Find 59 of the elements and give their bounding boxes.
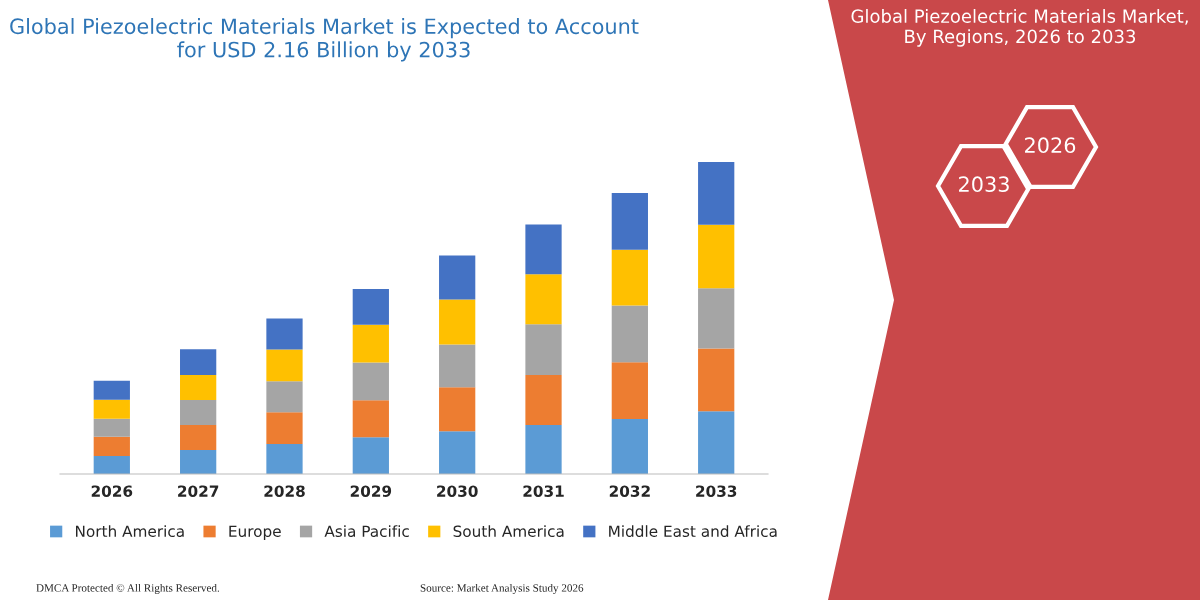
legend-label: Middle East and Africa <box>609 525 777 538</box>
x-tick-label: 2033 <box>696 485 737 497</box>
x-tick-label: 2030 <box>437 485 478 497</box>
bar <box>525 324 562 376</box>
bar <box>439 431 476 474</box>
bar <box>180 425 217 450</box>
bar <box>698 411 735 474</box>
text: DMCA Protected © All Rights Reserved. <box>36 583 220 594</box>
text: 2026 <box>1025 137 1076 154</box>
bar <box>439 255 476 300</box>
bar <box>525 274 562 325</box>
bar <box>266 412 303 445</box>
bar <box>180 400 217 426</box>
x-tick-label: 2028 <box>264 485 305 497</box>
bar <box>352 288 389 325</box>
bar <box>525 375 562 426</box>
x-tick-label: 2026 <box>91 485 133 497</box>
bar <box>93 436 130 456</box>
bar <box>439 299 476 345</box>
legend-label: Europe <box>229 525 281 540</box>
bar <box>266 444 303 474</box>
bar <box>352 400 389 438</box>
bar <box>611 249 648 306</box>
bar <box>266 349 303 382</box>
x-tick-label: 2029 <box>350 485 392 497</box>
bar <box>352 362 389 401</box>
bar <box>93 399 130 419</box>
chart-title: Global Piezoelectric Materials Market is Expected to Account for USD 2.16 Billion by 2033 <box>10 18 639 62</box>
bar <box>352 324 389 363</box>
bar <box>611 419 648 474</box>
bar <box>698 162 735 225</box>
bar <box>525 224 562 275</box>
legend-label: South America <box>453 525 564 538</box>
bar <box>352 437 389 474</box>
bar <box>525 425 562 474</box>
bar <box>180 449 217 474</box>
text: 2033 <box>959 176 1009 193</box>
x-tick-label: 2027 <box>178 485 219 497</box>
x-tick-label: 2032 <box>609 485 650 497</box>
bar <box>698 348 735 412</box>
bar <box>266 381 303 413</box>
bar <box>611 305 648 363</box>
bar <box>698 224 735 289</box>
bar <box>180 349 217 376</box>
bar <box>93 418 130 437</box>
bar <box>698 288 735 349</box>
bar <box>611 362 648 420</box>
bar <box>93 380 130 400</box>
bar <box>266 318 303 350</box>
text: Global Piezoelectric Materials Market, By Regions, 2026 to 2033 <box>851 9 1188 47</box>
bar <box>93 455 130 474</box>
bar <box>611 192 648 250</box>
source-note: Source: Market Analysis Study 2026 <box>420 583 584 594</box>
bar <box>439 387 476 432</box>
bar <box>439 344 476 388</box>
x-tick-label: 2031 <box>523 485 564 497</box>
bar <box>180 375 217 401</box>
legend-label: North America <box>76 525 184 538</box>
legend-label: Asia Pacific <box>324 525 409 538</box>
